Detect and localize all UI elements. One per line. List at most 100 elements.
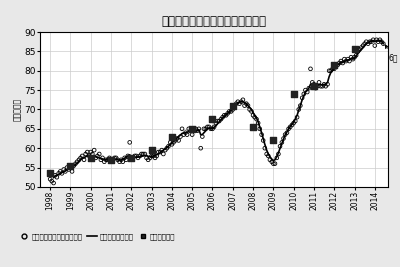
Point xyxy=(74,160,80,164)
Point xyxy=(47,171,53,175)
Point xyxy=(333,65,339,69)
Point xyxy=(255,121,261,125)
Point xyxy=(59,171,65,175)
Point xyxy=(201,127,207,131)
Point xyxy=(316,80,322,84)
Point xyxy=(312,86,319,90)
Point xyxy=(88,150,94,154)
Point xyxy=(220,115,226,119)
Point xyxy=(182,131,189,135)
Point xyxy=(79,154,86,158)
Point xyxy=(351,47,358,52)
Point xyxy=(297,103,304,108)
Point xyxy=(290,92,297,96)
Point xyxy=(47,177,53,181)
Point xyxy=(231,105,238,110)
Point xyxy=(196,127,202,131)
Point xyxy=(270,162,276,166)
Point xyxy=(287,125,293,129)
Point xyxy=(362,41,368,46)
Point xyxy=(128,156,134,160)
Point xyxy=(186,127,192,131)
Point xyxy=(81,158,87,162)
Point xyxy=(348,55,354,59)
Point xyxy=(57,169,64,174)
Point xyxy=(104,158,111,162)
Point xyxy=(270,138,276,143)
Point xyxy=(123,158,130,162)
Point xyxy=(198,146,204,150)
Point xyxy=(241,103,248,108)
Point xyxy=(89,152,96,156)
Point xyxy=(236,101,243,106)
Point xyxy=(214,119,221,123)
Point xyxy=(154,154,160,158)
Point xyxy=(94,154,101,158)
Point xyxy=(279,140,285,144)
Point xyxy=(334,63,341,67)
Point xyxy=(118,158,124,162)
Point xyxy=(148,148,155,152)
Point xyxy=(142,152,148,156)
Point xyxy=(326,69,332,73)
Point xyxy=(158,148,165,152)
Point xyxy=(355,49,361,53)
Point xyxy=(175,138,182,143)
Point xyxy=(306,86,312,90)
Point xyxy=(199,134,206,139)
Point xyxy=(240,98,246,102)
Point xyxy=(289,123,295,127)
Point xyxy=(311,82,317,87)
Point xyxy=(272,162,278,166)
Point xyxy=(233,101,240,106)
Point xyxy=(346,59,353,63)
Point xyxy=(50,181,57,185)
Point xyxy=(366,40,373,44)
Point xyxy=(140,152,146,156)
Point xyxy=(322,84,329,88)
Point xyxy=(120,160,126,164)
Point xyxy=(282,132,288,137)
Point xyxy=(338,59,344,63)
Point xyxy=(252,115,258,119)
Point xyxy=(358,45,364,50)
Point xyxy=(258,132,265,137)
Point xyxy=(192,127,199,131)
Point xyxy=(62,169,68,174)
Legend: 季節調整済み年率換算販売, ５カ月移動平均線, 年間販売実績: 季節調整済み年率換算販売, ５カ月移動平均線, 年間販売実績 xyxy=(19,234,176,240)
Point xyxy=(248,109,255,113)
Point xyxy=(221,113,228,117)
Point xyxy=(138,152,145,156)
Point xyxy=(184,132,190,137)
Point xyxy=(88,156,94,160)
Point xyxy=(302,88,309,92)
Point xyxy=(209,127,216,131)
Point xyxy=(265,154,272,158)
Point xyxy=(147,156,153,160)
Point xyxy=(211,125,217,129)
Point xyxy=(235,100,241,104)
Point xyxy=(170,140,177,144)
Point xyxy=(351,55,358,59)
Point xyxy=(135,156,141,160)
Point xyxy=(160,152,166,156)
Point xyxy=(309,80,316,84)
Point xyxy=(314,84,320,88)
Point xyxy=(285,127,292,131)
Point xyxy=(230,107,236,112)
Point xyxy=(373,38,380,42)
Point xyxy=(230,103,236,108)
Point xyxy=(60,167,67,172)
Point xyxy=(360,44,366,48)
Point xyxy=(299,96,305,100)
Point xyxy=(378,40,385,44)
Point xyxy=(304,90,310,94)
Point xyxy=(103,158,109,162)
Point xyxy=(318,84,324,88)
Point xyxy=(177,134,184,139)
Point xyxy=(336,61,342,65)
Point xyxy=(113,156,119,160)
Point xyxy=(93,156,99,160)
Point xyxy=(356,47,363,52)
Point xyxy=(172,138,178,143)
